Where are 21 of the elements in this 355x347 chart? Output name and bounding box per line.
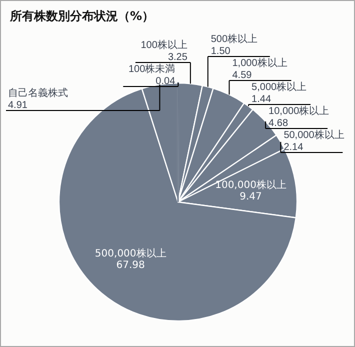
data-label: 1.44 (252, 94, 272, 105)
slice-label: 50,000株以上 (284, 129, 344, 141)
slice-label: 自己名義株式 (8, 87, 68, 99)
slice-label: 10,000株以上 (268, 105, 330, 117)
data-label: 4.59 (232, 70, 252, 81)
slice-label: 1,000株以上 (232, 57, 288, 69)
slice-label: 5,000株以上 (252, 81, 307, 93)
data-label: 4.68 (268, 118, 288, 129)
slice-label: 500株以上 (210, 33, 258, 45)
slice-label: 100株以上 (140, 39, 188, 51)
data-label: 3.25 (168, 52, 188, 63)
data-label: 0.04 (156, 76, 176, 87)
slice-label: 100,000株以上 (215, 178, 286, 191)
data-label: 1.50 (210, 46, 231, 57)
data-label: 67.98 (116, 260, 145, 272)
slice-label: 100株未満 (128, 63, 176, 75)
data-label: 2.14 (284, 142, 304, 153)
chart-title: 所有株数別分布状況（%） (9, 9, 154, 23)
data-label: 4.91 (8, 100, 28, 111)
slice-label: 500,000株以上 (94, 248, 166, 260)
data-label: 9.47 (240, 191, 262, 202)
